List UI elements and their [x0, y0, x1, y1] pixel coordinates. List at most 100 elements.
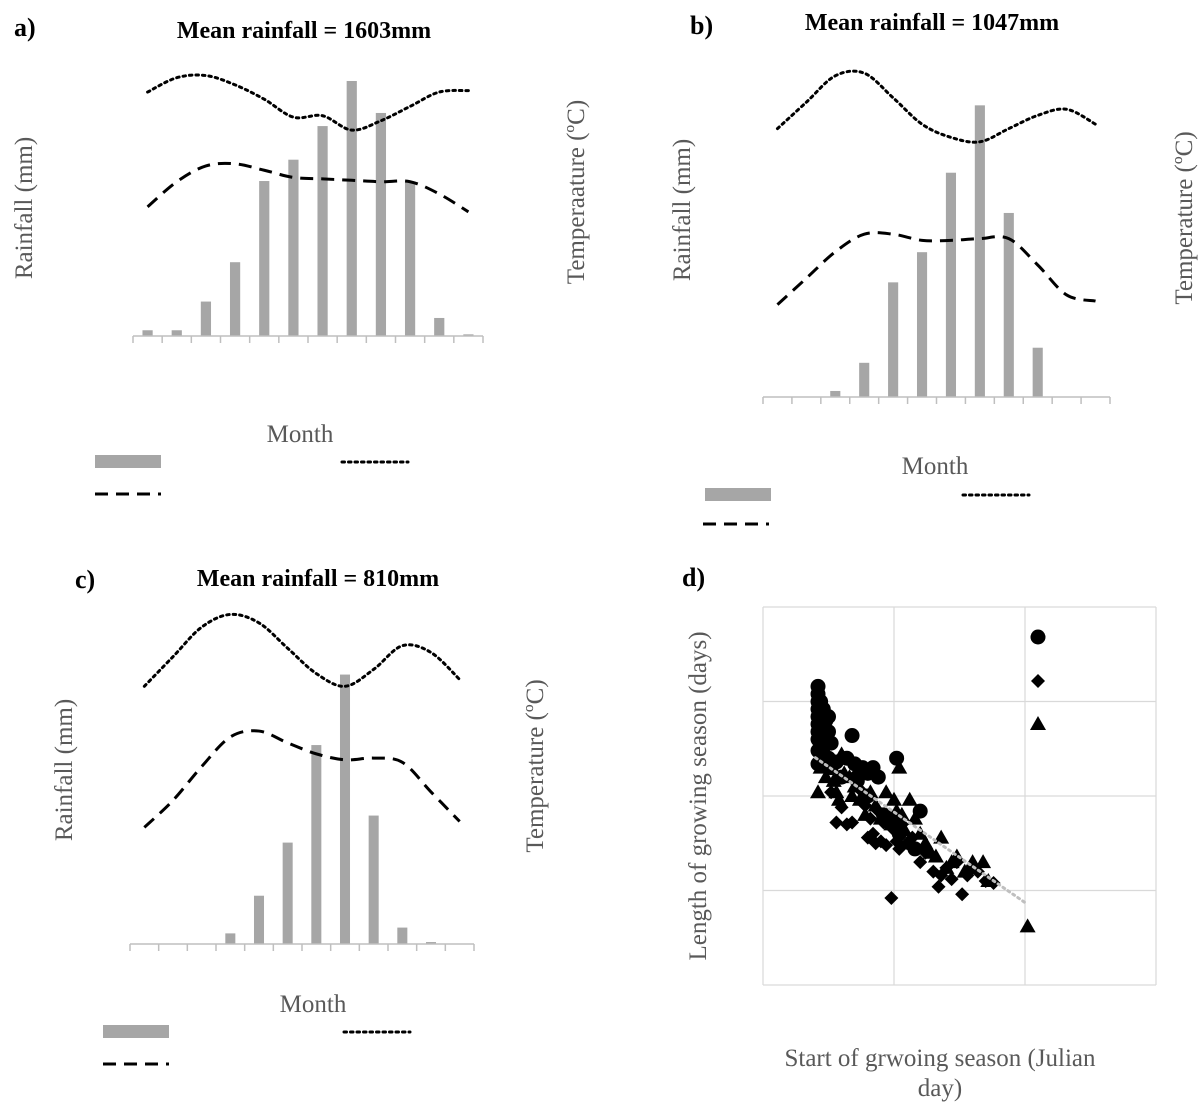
rain-bar — [859, 362, 870, 397]
zaria-point — [980, 873, 997, 888]
x-axis-label: Month — [902, 453, 969, 480]
t-max-line — [775, 69, 1098, 144]
chart-title: Mean rainfall = 1047mm — [805, 10, 1059, 36]
chart-title: Mean rainfall = 1603mm — [177, 18, 431, 44]
t-max-line — [146, 73, 470, 132]
zaria-point — [901, 791, 918, 806]
rain-bar — [368, 815, 379, 944]
abuja-point — [844, 728, 860, 744]
zaria-point — [833, 746, 850, 761]
zaria-point — [933, 829, 950, 844]
rain-bar — [397, 927, 408, 944]
kano-point — [829, 815, 844, 830]
rain-bar — [339, 674, 351, 944]
abuja-point — [870, 769, 886, 785]
x-axis-label: Start of grwoing season (Julian day) — [784, 1045, 1096, 1102]
zaria-point — [817, 769, 834, 784]
kano-point — [845, 815, 860, 830]
y-axis-label: Rainfall (mm) — [11, 137, 38, 279]
rain-bar — [888, 282, 899, 397]
zaria-point — [956, 863, 973, 878]
zaria-point — [815, 738, 832, 753]
zaria-point — [812, 759, 829, 774]
abuja-point — [821, 724, 836, 740]
zaria-point — [917, 835, 934, 850]
rain-bar — [259, 181, 270, 336]
chart-title: Mean rainfall = 810mm — [197, 566, 439, 592]
rain-bar — [1003, 212, 1014, 397]
rain-bar — [425, 942, 437, 944]
zaria-point — [857, 806, 874, 821]
zaria-point — [851, 791, 868, 806]
legend-abuja-marker — [1030, 629, 1046, 645]
y-axis-label: Length of growing season (days) — [685, 631, 712, 960]
zaria-point — [927, 848, 944, 863]
kano-point — [955, 887, 970, 902]
rain-bar — [288, 159, 299, 336]
zaria-point — [883, 816, 900, 831]
kano-point — [944, 872, 959, 887]
rain-bar — [916, 252, 928, 397]
rain-bar — [974, 105, 985, 397]
zaria-point — [975, 854, 992, 869]
legend-rain-swatch — [705, 488, 771, 501]
panel-c: c) Mean rainfall = 810mm Rainfall (mm) T… — [51, 565, 549, 1066]
y2-axis-label: Temperature (ºC) — [1171, 131, 1198, 304]
legend-zaria-marker — [1030, 716, 1046, 730]
abuja-point — [889, 750, 905, 766]
zaria-point — [906, 810, 923, 825]
zaria-point — [891, 759, 908, 774]
t-max-line — [142, 612, 462, 688]
rain-bar — [311, 745, 322, 944]
kano-point — [884, 891, 899, 906]
y2-axis-label: Temperature (ºC) — [522, 679, 549, 852]
kano-point — [879, 838, 894, 853]
kano-point — [931, 879, 946, 894]
zaria-point — [878, 784, 895, 799]
panel-label: d) — [682, 563, 705, 592]
trendline — [813, 756, 1030, 906]
x-axis-label: Month — [280, 991, 347, 1018]
t-min-line — [143, 729, 461, 829]
y2-axis-label: Temperaature (ºC) — [563, 100, 590, 284]
y-axis-label: Rainfall (mm) — [51, 699, 78, 841]
panel-label: c) — [75, 565, 95, 594]
zaria-point — [893, 806, 910, 821]
x-axis-label: Month — [267, 421, 334, 448]
zaria-point — [810, 784, 827, 799]
rain-bar — [142, 330, 153, 336]
panel-b: b) Mean rainfall = 1047mm Rainfall (mm) … — [669, 10, 1198, 526]
rain-bar — [225, 933, 236, 944]
legend-kano-marker — [1031, 674, 1045, 688]
rain-bar — [375, 112, 387, 337]
y-axis-label: Rainfall (mm) — [669, 139, 696, 281]
panel-label: b) — [690, 11, 713, 40]
rain-bar — [317, 126, 328, 336]
rain-bar — [830, 390, 841, 397]
abuja-point — [821, 709, 836, 725]
rain-bar — [945, 172, 957, 397]
zaria-point — [912, 825, 929, 840]
zaria-point — [825, 772, 842, 787]
legend-rain-swatch — [103, 1025, 169, 1038]
panel-a: a) Mean rainfall = 1603mm Rainfall (mm) … — [11, 13, 590, 496]
rain-bar — [253, 895, 265, 944]
legend-rain-swatch — [95, 455, 161, 468]
zaria-point — [862, 784, 879, 799]
t-min-line — [146, 161, 470, 214]
rain-bar — [1032, 347, 1043, 397]
zaria-point — [867, 797, 884, 812]
zaria-point — [830, 791, 847, 806]
rain-bar — [434, 317, 445, 336]
zaria-point — [1019, 918, 1036, 933]
panel-label: a) — [14, 13, 36, 42]
zaria-point — [872, 810, 889, 825]
rain-bar — [463, 334, 474, 336]
rain-bar — [171, 330, 182, 336]
zaria-point — [844, 788, 861, 802]
rain-bar — [346, 80, 357, 336]
panel-d: d) Length of growing season (days) Start… — [682, 563, 1157, 1102]
rain-bar — [404, 181, 416, 336]
rain-bar — [200, 301, 212, 336]
